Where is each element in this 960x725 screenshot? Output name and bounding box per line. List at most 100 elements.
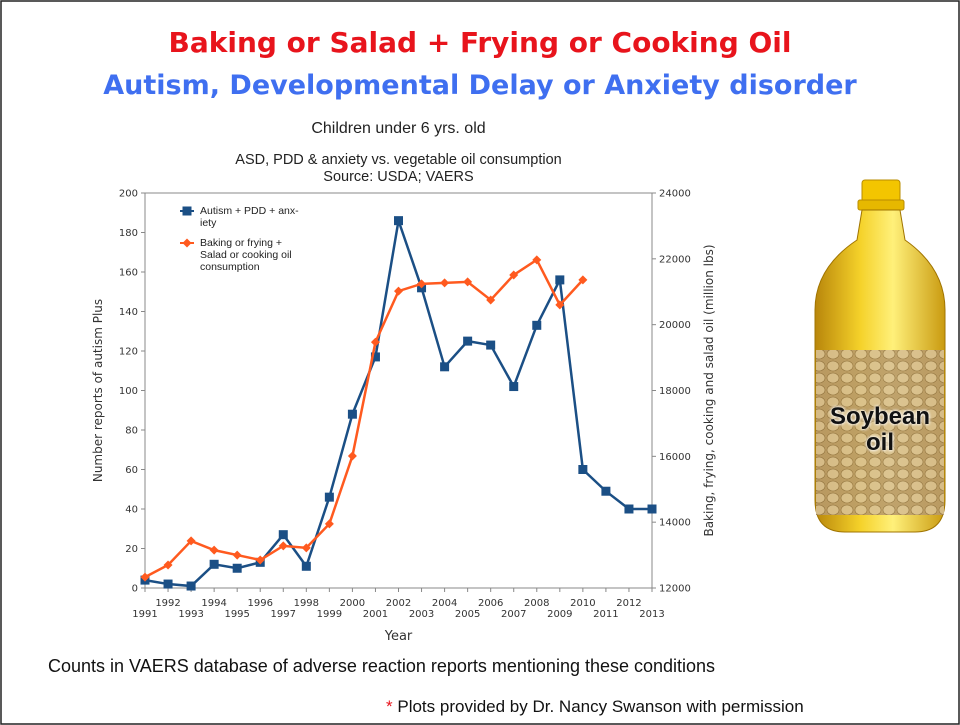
series-line <box>144 220 652 588</box>
data-point <box>370 352 380 362</box>
x-tick-label: 1997 <box>271 609 296 620</box>
legend-swatch <box>182 206 192 216</box>
data-point <box>209 545 219 555</box>
data-point <box>532 255 542 265</box>
slide-title: Baking or Salad + Frying or Cooking Oil <box>168 26 792 59</box>
y-axis-label: Number reports of autism Plus <box>91 299 105 482</box>
data-point <box>370 337 380 347</box>
series-line <box>144 258 584 579</box>
data-point <box>347 451 357 461</box>
credit-mark: * <box>386 697 393 716</box>
y2-tick-label: 22000 <box>659 254 691 265</box>
bottle-label: Soybean oil <box>829 403 931 456</box>
data-point <box>278 530 288 540</box>
data-point <box>647 504 657 514</box>
data-point <box>417 279 427 289</box>
data-point <box>532 320 542 330</box>
x-tick-label: 2000 <box>340 598 365 609</box>
y2-tick-label: 24000 <box>659 189 691 200</box>
data-point <box>486 295 496 305</box>
y-tick-label: 180 <box>119 228 138 239</box>
credit-text: Plots provided by Dr. Nancy Swanson with… <box>397 697 804 716</box>
y2-tick-label: 12000 <box>659 584 691 595</box>
y-tick-label: 120 <box>119 347 138 358</box>
x-tick-label: 2011 <box>593 609 618 620</box>
y-tick-label: 140 <box>119 307 138 318</box>
data-point <box>486 340 496 350</box>
legend-label: Baking or frying + Salad or cooking oil … <box>200 237 292 273</box>
data-point <box>555 300 565 310</box>
data-point <box>324 492 334 502</box>
x-tick-label: 2007 <box>501 609 526 620</box>
x-tick-label: 2005 <box>455 609 480 620</box>
data-point <box>278 541 288 551</box>
x-tick-label: 2008 <box>524 598 549 609</box>
caption: Counts in VAERS database of adverse reac… <box>48 656 716 676</box>
data-point <box>463 336 473 346</box>
bottle <box>814 179 946 533</box>
data-point <box>255 555 265 565</box>
chart-title: Children under 6 yrs. old <box>311 120 486 137</box>
x-tick-label: 1994 <box>201 598 226 609</box>
y2-axis-label: Baking, frying, cooking and salad oil (m… <box>702 244 716 536</box>
x-tick-label: 1996 <box>248 598 273 609</box>
legend-swatch <box>182 238 192 248</box>
data-point <box>601 486 611 496</box>
data-point <box>578 275 588 285</box>
data-point <box>301 543 311 553</box>
data-point <box>463 277 473 287</box>
data-point <box>232 550 242 560</box>
y2-tick-label: 20000 <box>659 320 691 331</box>
y-tick-label: 60 <box>125 465 138 476</box>
data-point <box>324 519 334 529</box>
y2-tick-label: 14000 <box>659 518 691 529</box>
data-point <box>163 560 173 570</box>
x-tick-label: 2013 <box>639 609 664 620</box>
data-point <box>186 536 196 546</box>
x-axis-label: Year <box>384 629 413 644</box>
data-point <box>578 465 588 474</box>
x-tick-label: 1995 <box>224 609 249 620</box>
data-point <box>232 563 242 573</box>
data-point <box>509 382 519 392</box>
slide-subtitle: Autism, Developmental Delay or Anxiety d… <box>103 70 857 101</box>
data-point <box>440 278 450 288</box>
data-point <box>186 581 196 591</box>
data-point <box>163 579 173 589</box>
data-point <box>394 286 403 296</box>
x-tick-label: 1993 <box>178 609 203 620</box>
data-point <box>347 409 357 419</box>
x-tick-label: 1992 <box>155 598 180 609</box>
y2-tick-label: 16000 <box>659 452 691 463</box>
x-tick-label: 2001 <box>363 609 388 620</box>
legend-label: Autism + PDD + anx- iety <box>200 205 299 229</box>
x-tick-label: 2012 <box>616 598 641 609</box>
data-point <box>440 362 450 372</box>
data-point <box>509 270 519 280</box>
data-point <box>209 559 219 569</box>
chart-subtitle: ASD, PDD & anxiety vs. vegetable oil con… <box>235 152 562 185</box>
credit: * Plots provided by Dr. Nancy Swanson wi… <box>386 697 804 717</box>
y-tick-label: 100 <box>119 386 138 397</box>
y-tick-label: 200 <box>119 189 138 200</box>
y-tick-label: 0 <box>132 584 138 595</box>
x-tick-label: 2006 <box>478 598 503 609</box>
data-point <box>624 504 634 514</box>
x-tick-label: 2004 <box>432 598 457 609</box>
data-point <box>394 216 403 226</box>
y2-tick-label: 18000 <box>659 386 691 397</box>
data-point <box>555 275 565 285</box>
y-tick-label: 80 <box>125 426 138 437</box>
x-tick-label: 1999 <box>317 609 342 620</box>
y-tick-label: 40 <box>125 505 138 516</box>
x-tick-label: 1991 <box>132 609 157 620</box>
data-point <box>301 561 311 571</box>
y-tick-label: 20 <box>125 544 138 555</box>
x-tick-label: 2002 <box>386 598 411 609</box>
y-tick-label: 160 <box>119 268 138 279</box>
x-tick-label: 2003 <box>409 609 434 620</box>
data-point <box>140 572 150 582</box>
